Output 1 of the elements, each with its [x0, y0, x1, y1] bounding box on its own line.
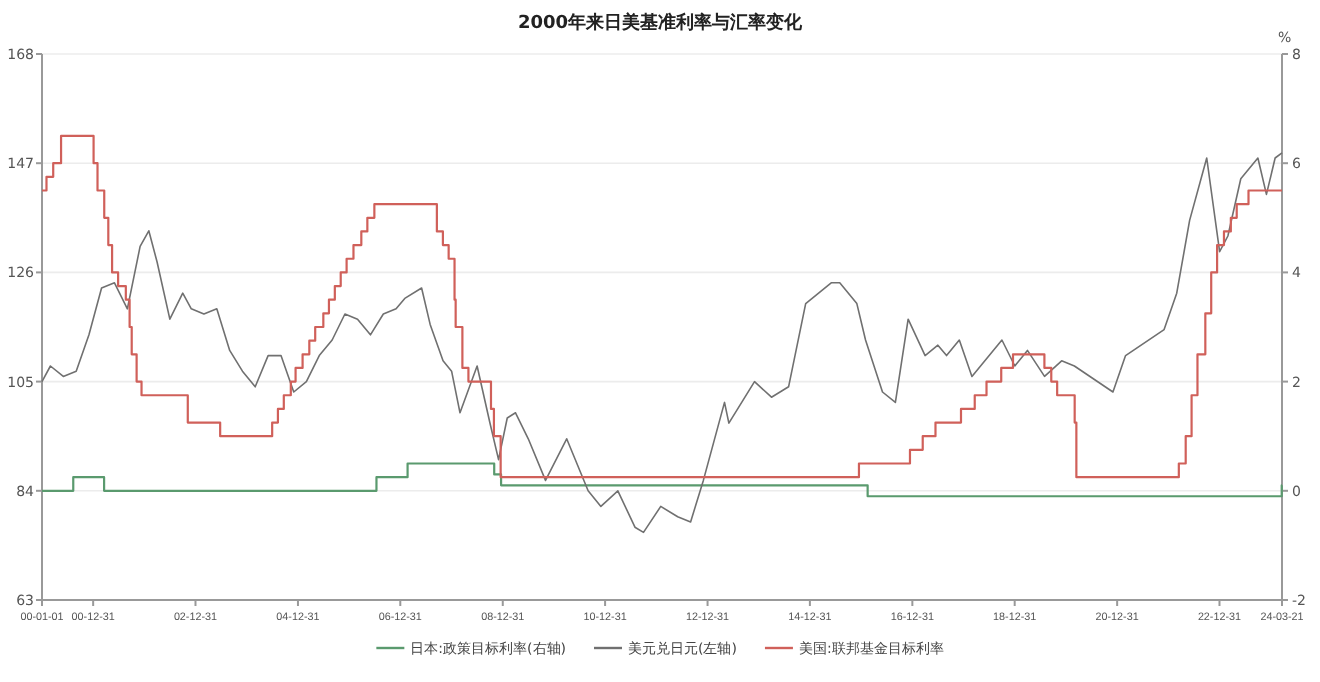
chart-title: 2000年来日美基准利率与汇率变化 [517, 12, 805, 34]
